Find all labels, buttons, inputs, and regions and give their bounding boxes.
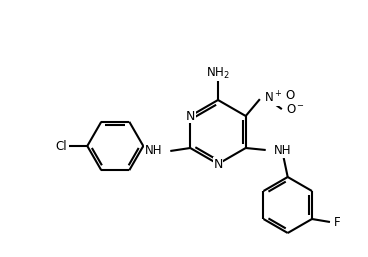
Text: Cl: Cl — [56, 140, 67, 152]
Text: F: F — [334, 216, 341, 230]
Text: N$^+$: N$^+$ — [264, 90, 282, 106]
Text: N: N — [213, 158, 223, 170]
Text: NH: NH — [274, 144, 291, 158]
Text: O$^-$: O$^-$ — [286, 103, 305, 116]
Text: NH$_2$: NH$_2$ — [206, 66, 230, 80]
Text: NH: NH — [145, 144, 162, 158]
Text: O: O — [286, 89, 295, 102]
Text: N: N — [185, 109, 195, 123]
